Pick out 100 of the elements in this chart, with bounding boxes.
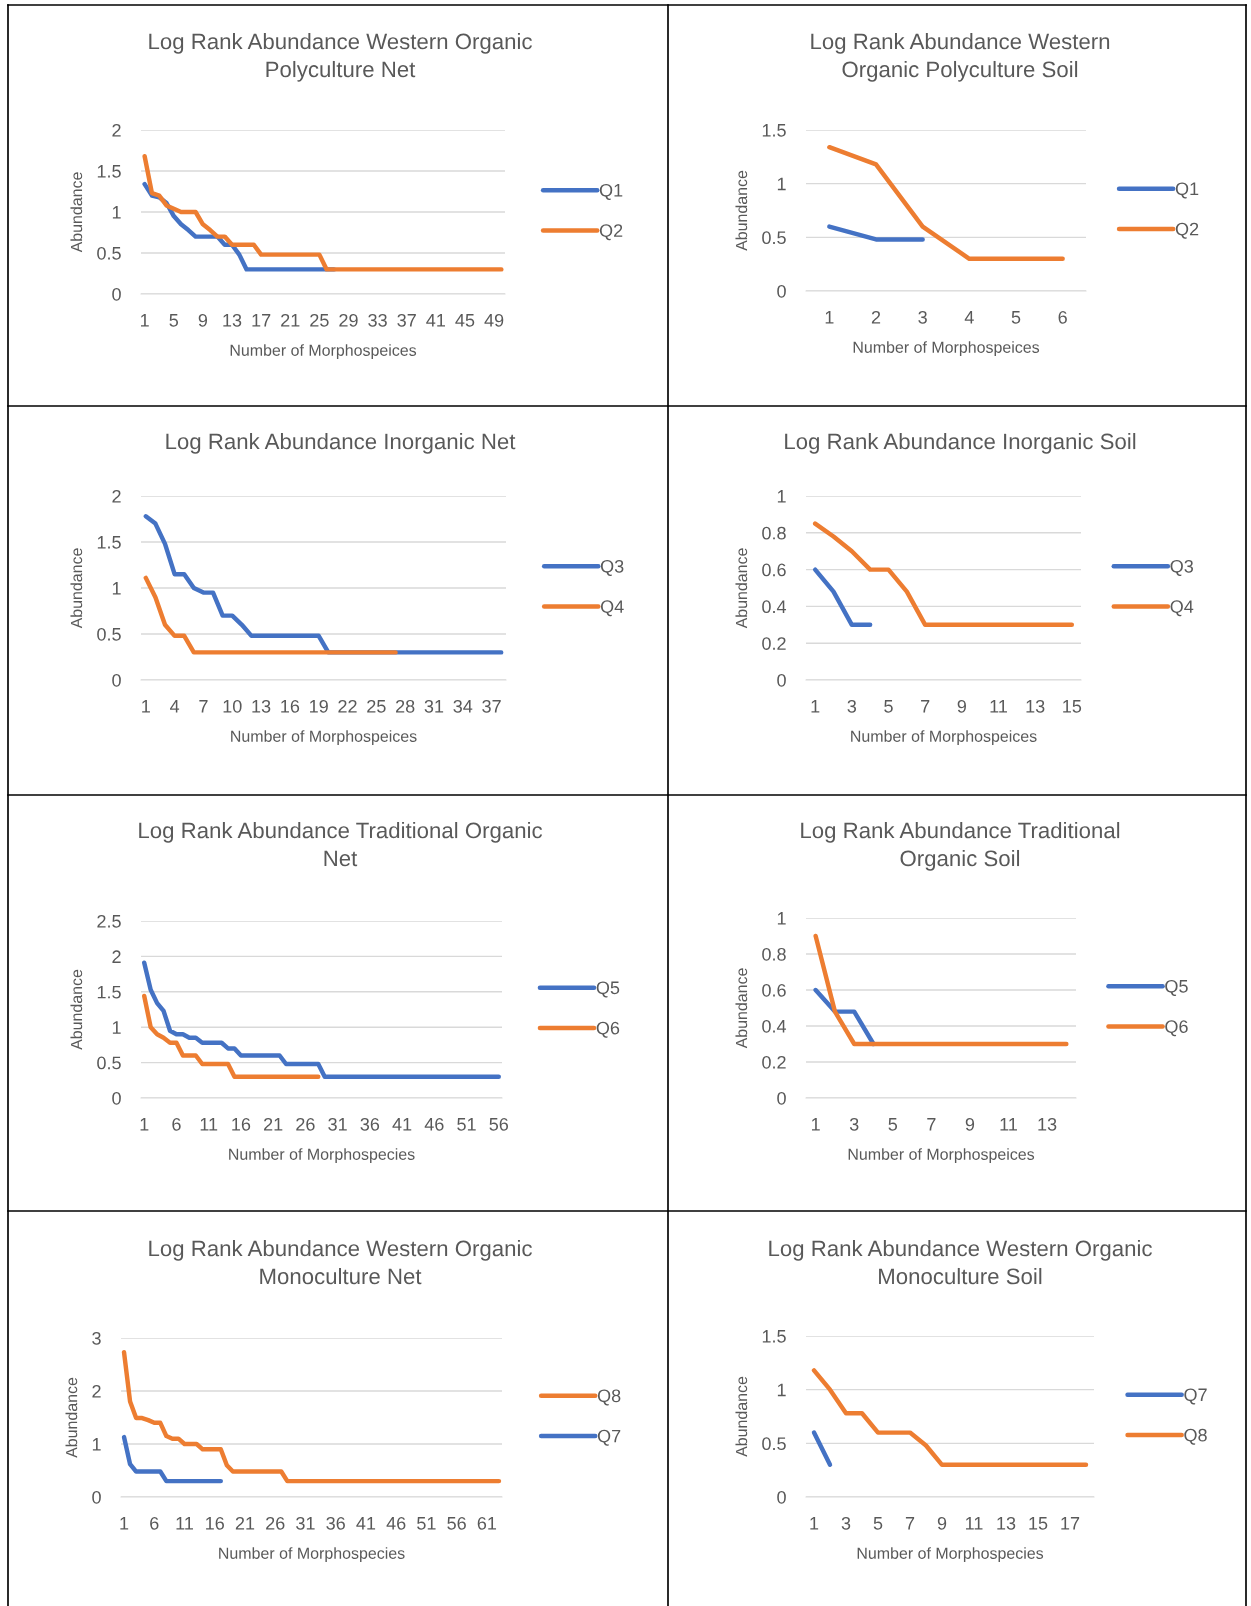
x-tick-label: 5 <box>169 314 179 327</box>
y-tick-label: 0.5 <box>97 1056 121 1070</box>
x-tick-label: 3 <box>841 1516 851 1530</box>
x-tick-label: 31 <box>296 1516 315 1530</box>
chart-title: Log Rank Abundance Inorganic Net <box>166 433 516 454</box>
x-tick-label: 41 <box>392 1118 412 1131</box>
x-tick-label: 21 <box>235 1516 255 1530</box>
y-tick-label: 0 <box>92 1490 101 1504</box>
x-tick-label: 2 <box>871 310 881 324</box>
x-tick-label: 49 <box>484 313 504 327</box>
x-tick-label: 13 <box>997 1516 1016 1530</box>
x-tick-label: 1 <box>142 700 150 713</box>
y-axis-title: Abundance <box>735 968 748 1049</box>
legend-label: Q1 <box>1175 182 1199 199</box>
y-tick-label: 0.8 <box>762 526 786 540</box>
x-tick-label: 21 <box>281 313 300 327</box>
x-tick-label: 1 <box>120 1517 129 1530</box>
y-tick-label: 1.5 <box>97 536 121 549</box>
x-tick-label: 7 <box>199 700 208 713</box>
legend-label: Q6 <box>1165 1020 1188 1037</box>
y-tick-label: 0.5 <box>97 627 121 641</box>
x-tick-label: 56 <box>447 1516 466 1530</box>
x-tick-label: 9 <box>937 1516 947 1530</box>
x-tick-label: 25 <box>310 313 329 327</box>
line-series <box>142 960 501 1079</box>
y-tick-label: 0.6 <box>762 563 786 577</box>
x-tick-label: 21 <box>264 1117 283 1131</box>
y-tick-label: 0.4 <box>762 1019 787 1033</box>
y-tick-label: 0 <box>777 1490 786 1504</box>
x-axis-title: Number of Morphospeices <box>231 730 417 746</box>
y-tick-label: 2 <box>112 123 121 137</box>
x-tick-label: 29 <box>339 313 358 327</box>
chart-title: Log Rank Abundance Western Organic Polyculture Net <box>149 33 532 82</box>
line-series <box>811 1368 1089 1468</box>
x-tick-label: 6 <box>1058 310 1067 324</box>
y-tick-label: 1 <box>112 1021 121 1034</box>
legend-label: Q4 <box>1170 600 1194 617</box>
x-tick-label: 26 <box>266 1516 285 1530</box>
y-tick-label: 0 <box>777 1091 786 1105</box>
line-series <box>812 521 1075 628</box>
x-tick-label: 15 <box>1029 1517 1048 1530</box>
x-tick-label: 51 <box>417 1517 436 1530</box>
legend-label: Q8 <box>1184 1428 1207 1445</box>
x-tick-label: 11 <box>200 1118 218 1131</box>
y-tick-label: 0.6 <box>762 983 786 997</box>
x-tick-label: 13 <box>252 699 271 713</box>
x-tick-label: 31 <box>328 1117 347 1131</box>
x-tick-label: 11 <box>990 700 1007 713</box>
x-tick-label: 7 <box>905 1517 915 1530</box>
line-series <box>143 575 398 655</box>
x-tick-label: 25 <box>367 699 386 713</box>
y-axis-title: Abundance <box>70 969 83 1050</box>
x-tick-label: 37 <box>482 699 501 713</box>
x-tick-label: 11 <box>176 1517 193 1530</box>
x-axis-title: Number of Morphospeices <box>851 730 1037 746</box>
x-tick-label: 11 <box>966 1517 983 1530</box>
y-tick-label: 1 <box>112 582 121 595</box>
legend-label: Q1 <box>599 183 623 200</box>
x-tick-label: 6 <box>150 1516 159 1530</box>
chart-title: Log Rank Abundance Traditional Organic Net <box>139 822 543 867</box>
chart-title: Log Rank Abundance Western Organic Monoculture Net <box>149 1240 532 1285</box>
x-tick-label: 1 <box>140 1118 149 1131</box>
x-tick-label: 10 <box>223 699 242 713</box>
y-axis-title: Abundance <box>735 170 748 251</box>
y-tick-label: 2 <box>112 489 121 503</box>
legend-label: Q2 <box>599 224 623 241</box>
x-tick-label: 26 <box>296 1117 315 1131</box>
x-tick-label: 31 <box>424 699 444 713</box>
x-tick-label: 5 <box>888 1118 898 1131</box>
chart-title: Log Rank Abundance Inorganic Soil <box>785 433 1136 454</box>
x-axis-title: Number of Morphospeices <box>853 341 1040 357</box>
x-tick-label: 1 <box>812 1118 820 1131</box>
x-tick-label: 36 <box>360 1117 380 1131</box>
x-tick-label: 28 <box>396 699 415 713</box>
y-tick-label: 2 <box>92 1384 101 1398</box>
line-series <box>827 144 1065 262</box>
y-tick-label: 1 <box>777 177 786 191</box>
x-tick-label: 45 <box>455 314 475 327</box>
y-tick-label: 0 <box>777 673 786 687</box>
line-series <box>121 1350 502 1484</box>
legend-label: Q8 <box>597 1389 621 1406</box>
x-tick-label: 56 <box>489 1117 509 1131</box>
legend-label: Q3 <box>600 559 624 576</box>
x-tick-label: 16 <box>206 1516 224 1530</box>
legend-label: Q5 <box>1165 979 1188 996</box>
y-axis-title: Abundance <box>735 1376 748 1457</box>
x-tick-label: 36 <box>326 1516 345 1530</box>
x-axis-title: Number of Morphospecies <box>219 1547 405 1563</box>
y-tick-label: 0.5 <box>762 231 786 245</box>
y-tick-label: 0.8 <box>762 947 786 961</box>
y-tick-label: 1 <box>92 1438 101 1451</box>
chart-title: Log Rank Abundance Western Organic Monoculture Soil <box>769 1240 1152 1285</box>
line-series <box>142 993 321 1079</box>
legend-label: Q7 <box>597 1429 621 1446</box>
x-tick-label: 37 <box>397 313 416 327</box>
x-tick-label: 5 <box>1011 311 1021 324</box>
y-tick-label: 0 <box>777 284 786 298</box>
x-tick-label: 5 <box>884 700 893 713</box>
x-axis-title: Number of Morphospeices <box>848 1148 1035 1164</box>
x-tick-label: 41 <box>426 314 445 327</box>
